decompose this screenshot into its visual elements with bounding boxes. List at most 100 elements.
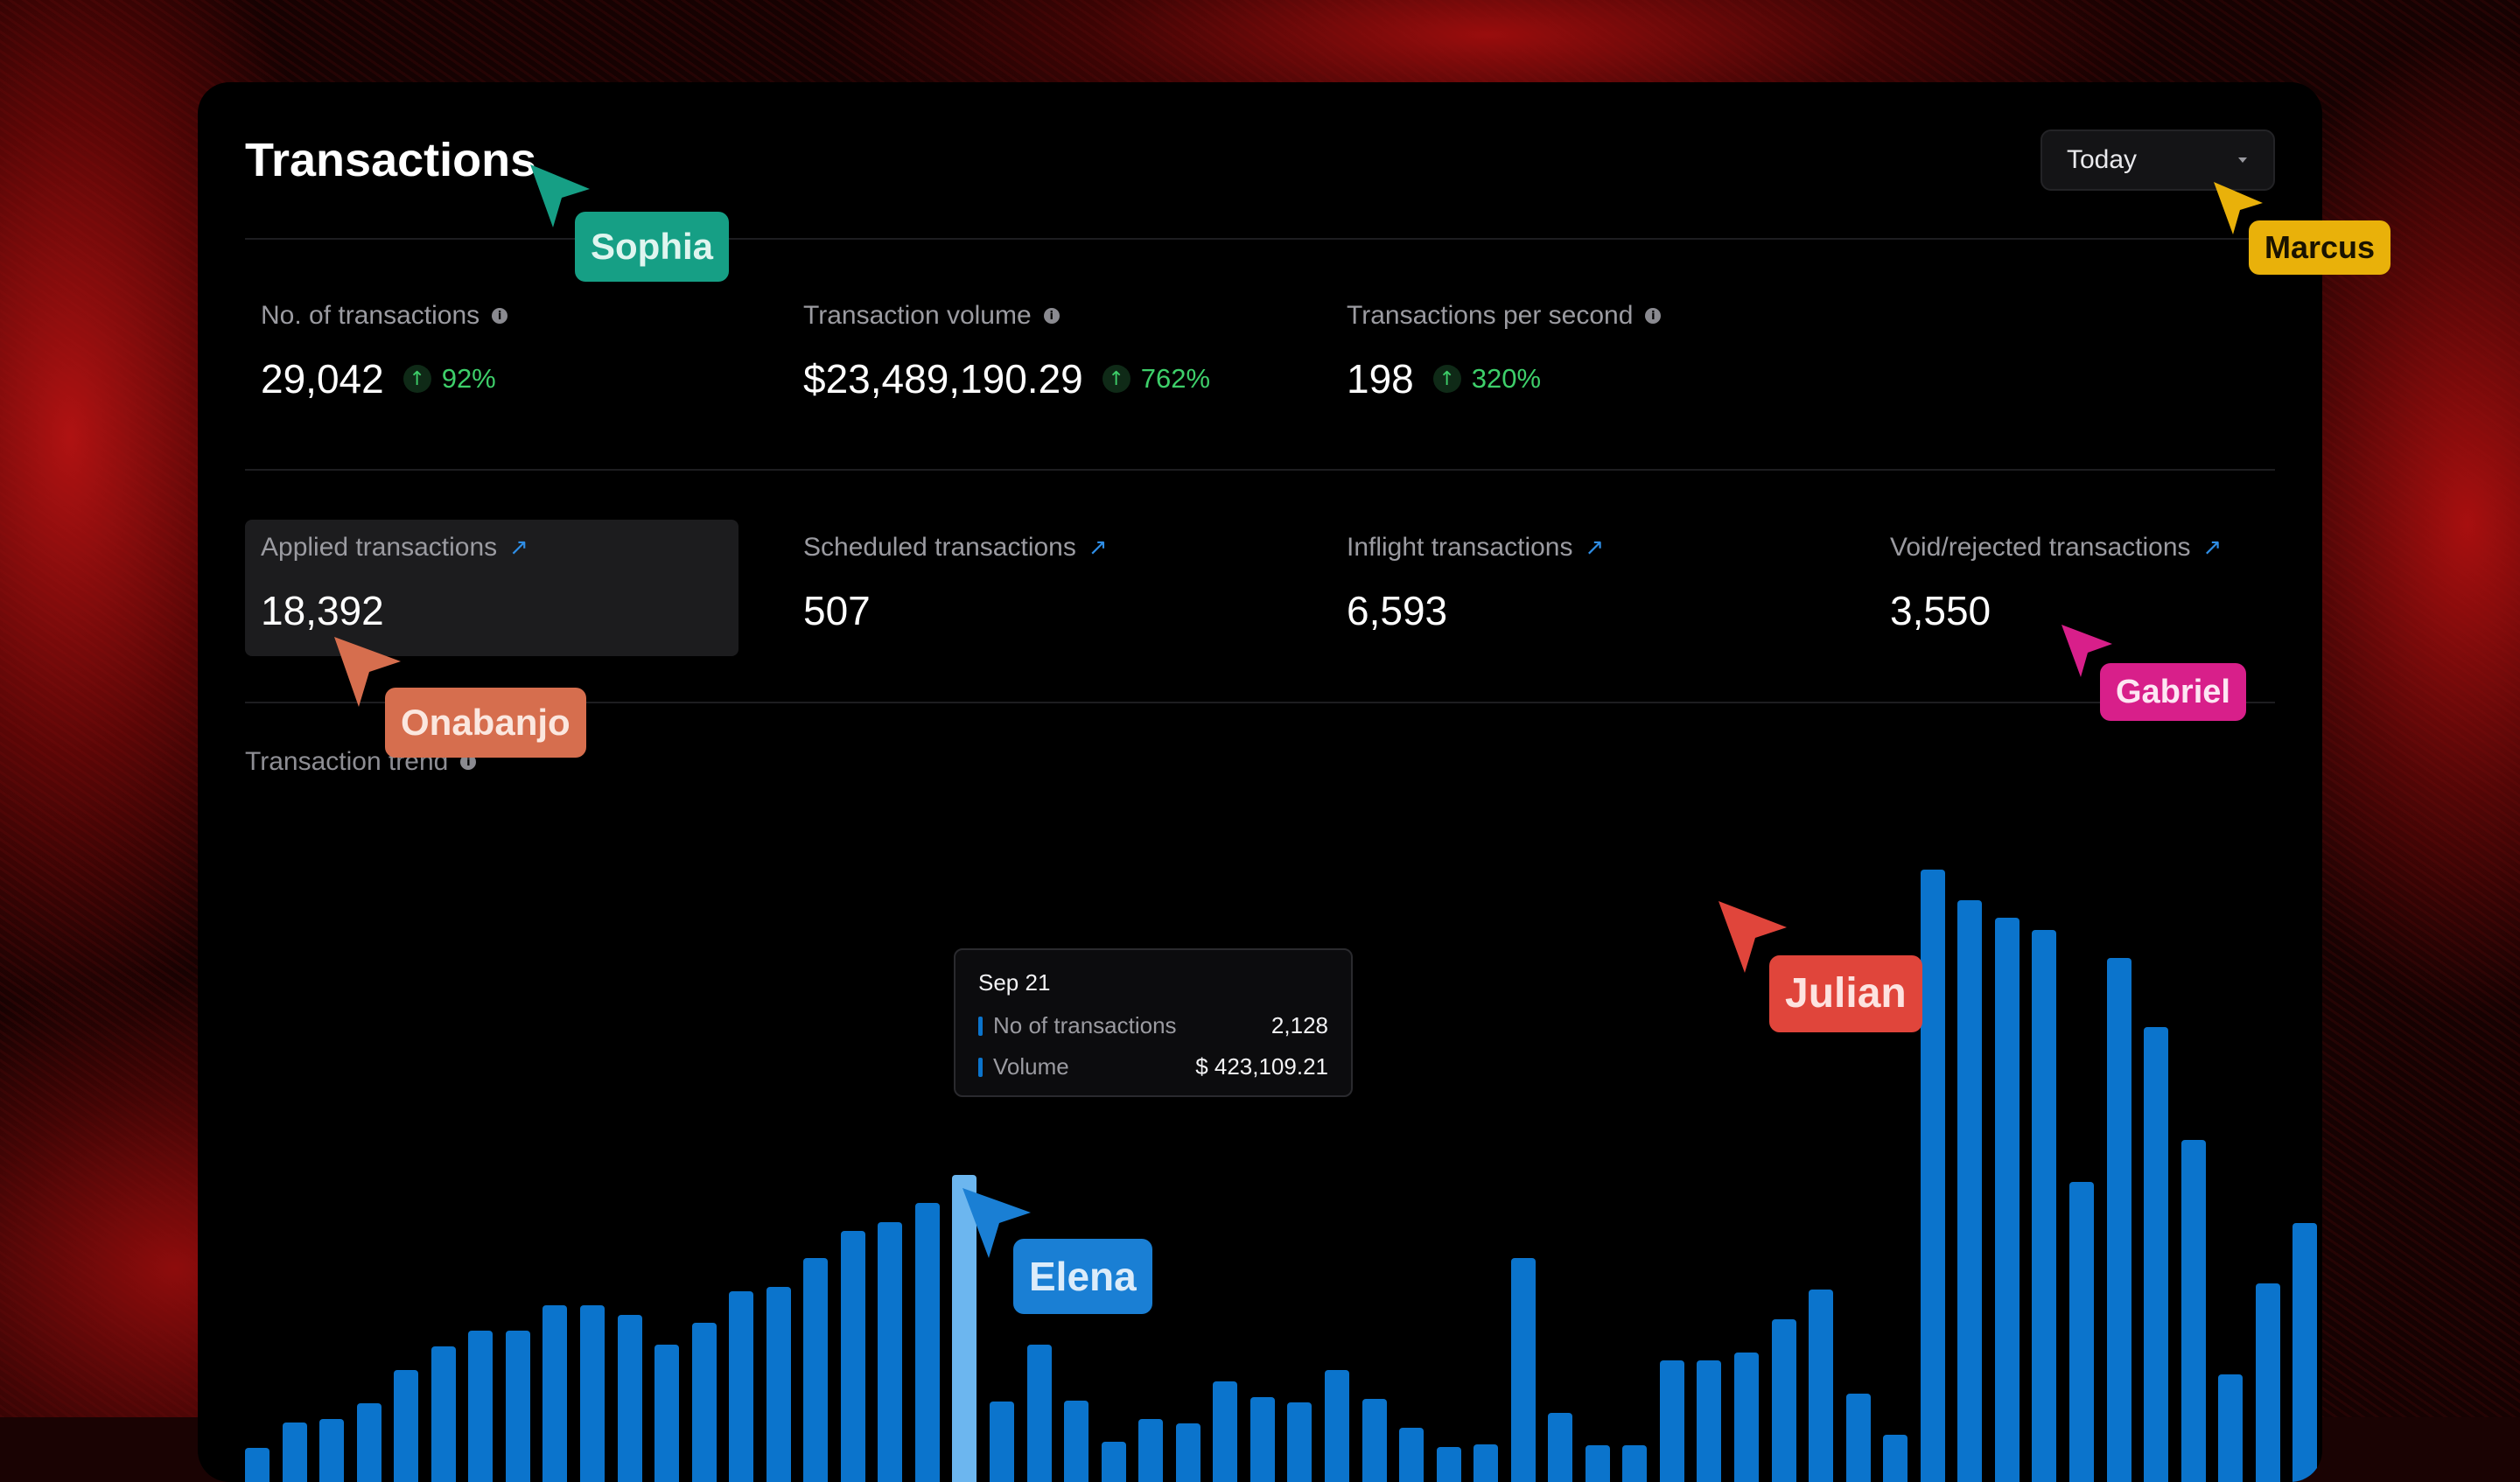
metric-label: No. of transactions — [261, 301, 480, 330]
category-void-rejected[interactable]: Void/rejected transactions ↗ 3,550 — [1890, 533, 2222, 634]
chart-bar[interactable] — [2068, 1182, 2094, 1482]
chart-bar[interactable] — [542, 1305, 568, 1482]
period-dropdown-value: Today — [2067, 145, 2138, 174]
chart-bar[interactable] — [1324, 1370, 1349, 1482]
chart-bar[interactable] — [1548, 1413, 1573, 1482]
chart-bar[interactable] — [282, 1423, 307, 1482]
transaction-trend-chart[interactable] — [245, 826, 2322, 1482]
chart-bar[interactable] — [430, 1346, 456, 1482]
chart-bar[interactable] — [1994, 918, 2020, 1482]
chart-bar[interactable] — [1287, 1402, 1312, 1482]
chart-bar[interactable] — [2106, 958, 2132, 1482]
metric-transactions-count: No. of transactions i 29,042 ↑ 92% — [261, 301, 508, 402]
tooltip-row-value: 2,128 — [1270, 1012, 1328, 1038]
tooltip-row-label: No of transactions — [993, 1012, 1177, 1038]
chart-bar[interactable] — [1585, 1445, 1610, 1482]
chart-bar[interactable] — [803, 1258, 829, 1482]
chart-bar[interactable] — [729, 1291, 754, 1482]
cursor-pointer-icon — [334, 637, 401, 707]
external-link-icon[interactable]: ↗ — [1088, 535, 1108, 561]
chart-bar[interactable] — [356, 1403, 382, 1482]
chart-bar[interactable] — [2144, 1027, 2169, 1482]
chart-bar[interactable] — [1771, 1319, 1796, 1482]
category-value: 507 — [803, 588, 871, 633]
metric-transaction-volume: Transaction volume i $23,489,190.29 ↑ 762… — [803, 301, 1210, 402]
collaborator-tag-marcus: Marcus — [2249, 220, 2391, 275]
chart-bar[interactable] — [1362, 1399, 1387, 1482]
info-icon[interactable]: i — [1043, 308, 1060, 324]
category-scheduled[interactable]: Scheduled transactions ↗ 507 — [803, 533, 1108, 634]
collaborator-tag-julian: Julian — [1769, 955, 1922, 1032]
chart-bar[interactable] — [1399, 1428, 1424, 1482]
chart-bar[interactable] — [505, 1331, 530, 1482]
chart-bar[interactable] — [245, 1448, 270, 1482]
category-inflight[interactable]: Inflight transactions ↗ 6,593 — [1347, 533, 1604, 634]
cursor-pointer-icon — [1718, 901, 1787, 973]
chart-bar[interactable] — [1697, 1360, 1722, 1482]
arrow-up-icon: ↑ — [1102, 365, 1130, 393]
collaborator-tag-sophia: Sophia — [575, 212, 730, 282]
category-label: Void/rejected transactions — [1890, 533, 2191, 562]
chart-bar[interactable] — [579, 1305, 605, 1482]
tooltip-date: Sep 21 — [978, 969, 1051, 996]
chart-bar[interactable] — [914, 1203, 940, 1482]
chart-bar[interactable] — [878, 1222, 903, 1482]
tooltip-row: Volume $ 423,109.21 — [978, 1053, 1328, 1080]
chart-bar[interactable] — [1474, 1444, 1499, 1482]
chart-bar[interactable] — [1659, 1360, 1684, 1482]
chart-bar[interactable] — [394, 1370, 419, 1482]
chart-bar[interactable] — [1957, 900, 1983, 1482]
chart-bar[interactable] — [990, 1402, 1014, 1482]
chart-bar[interactable] — [691, 1323, 717, 1482]
external-link-icon[interactable]: ↗ — [1585, 535, 1605, 561]
arrow-up-icon: ↑ — [402, 365, 431, 393]
chart-bar[interactable] — [1026, 1345, 1052, 1482]
chart-bar[interactable] — [2255, 1283, 2280, 1482]
page-title: Transactions — [245, 134, 537, 186]
chart-bar[interactable] — [1064, 1401, 1089, 1482]
external-link-icon[interactable]: ↗ — [2202, 535, 2222, 561]
chart-bar[interactable] — [1920, 870, 1945, 1482]
chart-bar[interactable] — [2032, 930, 2057, 1482]
tooltip-row-value: $ 423,109.21 — [1195, 1053, 1328, 1080]
collaborator-tag-gabriel: Gabriel — [2100, 663, 2246, 721]
external-link-icon[interactable]: ↗ — [509, 535, 528, 561]
chart-bar[interactable] — [1175, 1423, 1200, 1482]
chart-tooltip: Sep 21 No of transactions 2,128 Volume $… — [954, 948, 1353, 1097]
chart-bar[interactable] — [1101, 1442, 1126, 1482]
chart-bar[interactable] — [1510, 1258, 1536, 1482]
info-icon[interactable]: i — [1645, 308, 1662, 324]
chart-bar[interactable] — [468, 1331, 494, 1482]
period-dropdown[interactable]: Today — [2040, 129, 2275, 191]
category-value: 3,550 — [1890, 588, 1992, 633]
chart-bar[interactable] — [1213, 1381, 1238, 1482]
chevron-down-icon — [2238, 157, 2247, 163]
chart-bar[interactable] — [1138, 1419, 1164, 1482]
chart-bar[interactable] — [1809, 1290, 1834, 1482]
divider — [245, 238, 2275, 240]
info-icon[interactable]: i — [492, 308, 508, 324]
chart-bar[interactable] — [1883, 1435, 1908, 1482]
collaborator-tag-onabanjo: Onabanjo — [385, 688, 586, 758]
category-applied[interactable]: Applied transactions ↗ 18,392 — [261, 533, 528, 634]
chart-bar[interactable] — [654, 1345, 680, 1482]
info-icon[interactable]: i — [460, 754, 477, 770]
category-label: Inflight transactions — [1347, 533, 1573, 562]
metric-value: $23,489,190.29 — [803, 356, 1083, 402]
chart-bar[interactable] — [2218, 1374, 2244, 1482]
chart-bar[interactable] — [2292, 1223, 2318, 1482]
chart-bar[interactable] — [1734, 1353, 1759, 1482]
chart-bar[interactable] — [2180, 1140, 2206, 1482]
arrow-up-icon: ↑ — [1432, 365, 1461, 393]
chart-bar[interactable] — [766, 1287, 791, 1482]
chart-bar[interactable] — [840, 1231, 865, 1482]
chart-bar[interactable] — [1622, 1445, 1648, 1482]
chart-bar[interactable] — [617, 1315, 642, 1482]
metric-transactions-per-second: Transactions per second i 198 ↑ 320% — [1347, 301, 1662, 402]
transactions-card: Transactions Today No. of transactions i … — [198, 82, 2322, 1482]
chart-bar[interactable] — [1436, 1447, 1461, 1482]
chart-bar[interactable] — [1845, 1394, 1871, 1482]
cursor-pointer-icon — [2214, 182, 2263, 234]
chart-bar[interactable] — [1250, 1397, 1275, 1482]
chart-bar[interactable] — [319, 1419, 345, 1482]
